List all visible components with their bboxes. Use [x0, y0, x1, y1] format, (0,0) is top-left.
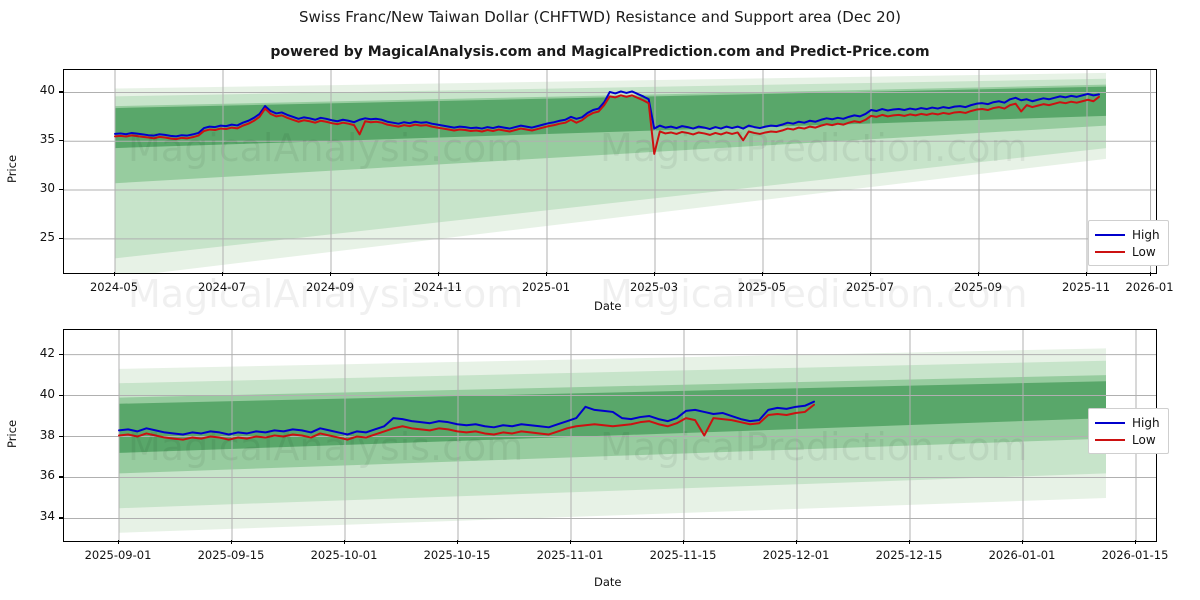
y-tick-label: 38 — [39, 427, 55, 442]
series-line-low — [118, 403, 815, 441]
x-tick-mark — [457, 540, 459, 544]
x-tick-label: 2025-11-01 — [536, 548, 604, 562]
x-tick-mark — [978, 272, 980, 276]
zoom-svg — [64, 330, 1156, 541]
zoom-y-axis-label: Price — [5, 419, 20, 449]
y-tick-mark — [59, 517, 63, 519]
x-tick-mark — [222, 272, 224, 276]
x-tick-mark — [546, 272, 548, 276]
x-tick-mark — [438, 272, 440, 276]
y-tick-mark — [59, 237, 63, 240]
y-tick-label: 42 — [39, 345, 55, 360]
y-tick-label: 36 — [39, 468, 55, 483]
zoom-chart-panel: 34 36 38 40 42 2025-09-01 2025-09-15 2025-10-0… — [0, 315, 1200, 600]
x-tick-mark — [762, 272, 764, 276]
legend-label-high: High — [1132, 227, 1160, 242]
x-tick-label: 2025-11-15 — [649, 548, 717, 562]
y-tick-label: 25 — [39, 229, 55, 244]
y-tick-mark — [59, 476, 63, 478]
x-tick-label: 2025-10-01 — [310, 548, 378, 562]
y-tick-mark — [59, 91, 63, 93]
zoom-legend[interactable]: High Low — [1088, 408, 1169, 454]
x-tick-mark — [1149, 272, 1151, 276]
y-tick-mark — [59, 353, 63, 355]
x-tick-mark — [1135, 540, 1137, 544]
x-tick-label: 2026-01-01 — [988, 548, 1056, 562]
overview-svg — [64, 70, 1156, 273]
legend-swatch-high-icon — [1095, 421, 1125, 424]
x-tick-label: 2025-01 — [521, 280, 571, 294]
x-tick-label: 2024-09 — [305, 280, 355, 294]
x-tick-label: 2026-01-15 — [1101, 548, 1169, 562]
legend-item-high[interactable]: High — [1095, 226, 1160, 243]
overview-x-axis-label: Date — [594, 299, 622, 313]
x-tick-mark — [654, 272, 656, 276]
y-tick-mark — [59, 394, 63, 396]
x-tick-label: 2025-12-15 — [875, 548, 943, 562]
page-title: Swiss Franc/New Taiwan Dollar (CHFTWD) R… — [298, 8, 902, 26]
x-tick-mark — [909, 540, 911, 544]
y-tick-mark — [59, 140, 63, 142]
x-tick-label: 2024-05 — [89, 280, 139, 294]
y-tick-label: 30 — [39, 181, 55, 196]
y-tick-mark — [59, 189, 63, 191]
series-line-high — [114, 90, 1100, 138]
x-tick-mark — [870, 272, 872, 276]
overview-chart-panel: 25 30 35 40 2024-05 2024-07 2024-09 2024-11 202… — [5, 69, 1174, 313]
x-tick-mark — [344, 540, 346, 544]
x-tick-label: 2025-07 — [845, 280, 895, 294]
legend-item-low[interactable]: Low — [1095, 243, 1160, 260]
x-tick-label: 2024-07 — [197, 280, 247, 294]
legend-label-high: High — [1132, 415, 1160, 430]
x-tick-label: 2025-05 — [737, 280, 787, 294]
x-tick-label: 2025-09-15 — [197, 548, 265, 562]
legend-item-low[interactable]: Low — [1095, 431, 1160, 448]
x-tick-mark — [114, 272, 116, 276]
x-tick-label: 2025-03 — [629, 280, 679, 294]
x-tick-label: 2025-11 — [1061, 280, 1111, 294]
band-core — [115, 86, 1106, 149]
series-line-high — [118, 400, 815, 436]
y-tick-label: 40 — [39, 83, 55, 98]
legend-swatch-high-icon — [1095, 233, 1125, 236]
x-tick-mark — [683, 540, 685, 544]
overview-legend[interactable]: High Low — [1088, 220, 1169, 266]
legend-item-high[interactable]: High — [1095, 414, 1160, 431]
page-subtitle: powered by MagicalAnalysis.com and Magic… — [270, 44, 930, 60]
zoom-x-axis-label: Date — [594, 575, 622, 589]
legend-label-low: Low — [1132, 432, 1156, 447]
x-tick-label: 2025-09-01 — [84, 548, 152, 562]
band-core — [119, 381, 1106, 453]
x-tick-label: 2026-01 — [1125, 280, 1174, 294]
x-tick-mark — [1022, 540, 1024, 544]
legend-swatch-low-icon — [1095, 250, 1125, 253]
x-tick-mark — [330, 272, 332, 276]
zoom-plot-area — [63, 329, 1157, 542]
x-tick-label: 2025-09 — [953, 280, 1003, 294]
x-tick-label: 2025-12-01 — [762, 548, 830, 562]
y-tick-mark — [59, 435, 63, 437]
x-tick-mark — [570, 540, 572, 544]
legend-swatch-low-icon — [1095, 438, 1125, 441]
x-tick-mark — [796, 540, 798, 544]
x-tick-label: 2025-10-15 — [423, 548, 491, 562]
y-tick-label: 35 — [39, 132, 55, 147]
overview-plot-area — [63, 69, 1157, 274]
x-tick-mark — [231, 540, 233, 544]
y-tick-label: 40 — [39, 386, 55, 401]
x-tick-label: 2024-11 — [413, 280, 463, 294]
series-line-low — [114, 94, 1100, 155]
overview-y-axis-label: Price — [5, 154, 20, 184]
x-tick-mark — [1086, 272, 1088, 276]
legend-label-low: Low — [1132, 244, 1156, 259]
y-tick-label: 34 — [39, 509, 55, 524]
x-tick-mark — [118, 540, 120, 544]
